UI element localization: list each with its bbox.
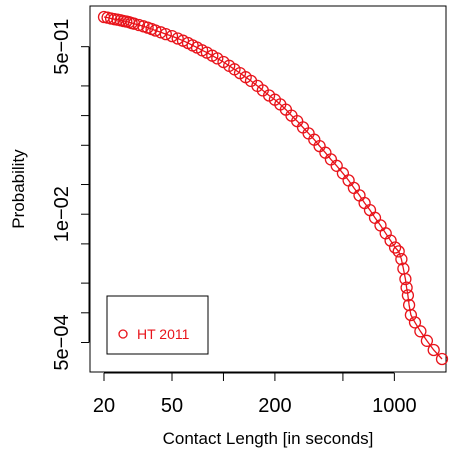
legend: HT 2011 — [106, 295, 209, 355]
y-tick-label: 1e−02 — [51, 186, 73, 242]
series-layer — [97, 10, 449, 366]
legend-box — [106, 295, 209, 355]
plot-frame — [89, 5, 447, 373]
data-point — [400, 281, 413, 294]
data-point — [427, 343, 440, 357]
data-point — [132, 18, 146, 32]
y-tick-label: 5e−04 — [51, 314, 73, 370]
data-point — [408, 316, 422, 329]
x-tick-label: 20 — [93, 395, 115, 417]
data-point — [401, 289, 415, 302]
data-point — [392, 245, 405, 258]
data-point — [127, 17, 141, 30]
legend-marker — [118, 329, 128, 339]
data-point — [154, 26, 167, 39]
data-point — [159, 27, 172, 41]
x-axis-title: Contact Length [in seconds] — [163, 429, 374, 448]
data-point — [384, 234, 397, 247]
data-point — [414, 325, 427, 338]
data-point — [211, 52, 224, 65]
y-tick-label: 5e−01 — [51, 19, 73, 75]
data-point — [435, 352, 449, 366]
data-point — [404, 308, 418, 322]
y-axis-title: Probability — [9, 149, 28, 229]
x-tick-label: 50 — [161, 395, 183, 417]
data-point — [399, 272, 412, 286]
data-point — [402, 298, 416, 312]
legend-label: HT 2011 — [137, 326, 190, 342]
data-point — [330, 159, 343, 172]
x-axis: 20 50 200 1000 — [93, 372, 417, 417]
data-point — [420, 334, 434, 347]
data-point — [395, 253, 408, 266]
data-point — [171, 32, 184, 45]
data-point — [388, 241, 402, 254]
x-tick-label: 1000 — [372, 395, 417, 417]
data-point — [165, 29, 179, 43]
y-axis: 5e−04 1e−02 5e−01 — [51, 19, 90, 371]
x-tick-label: 200 — [258, 395, 291, 417]
